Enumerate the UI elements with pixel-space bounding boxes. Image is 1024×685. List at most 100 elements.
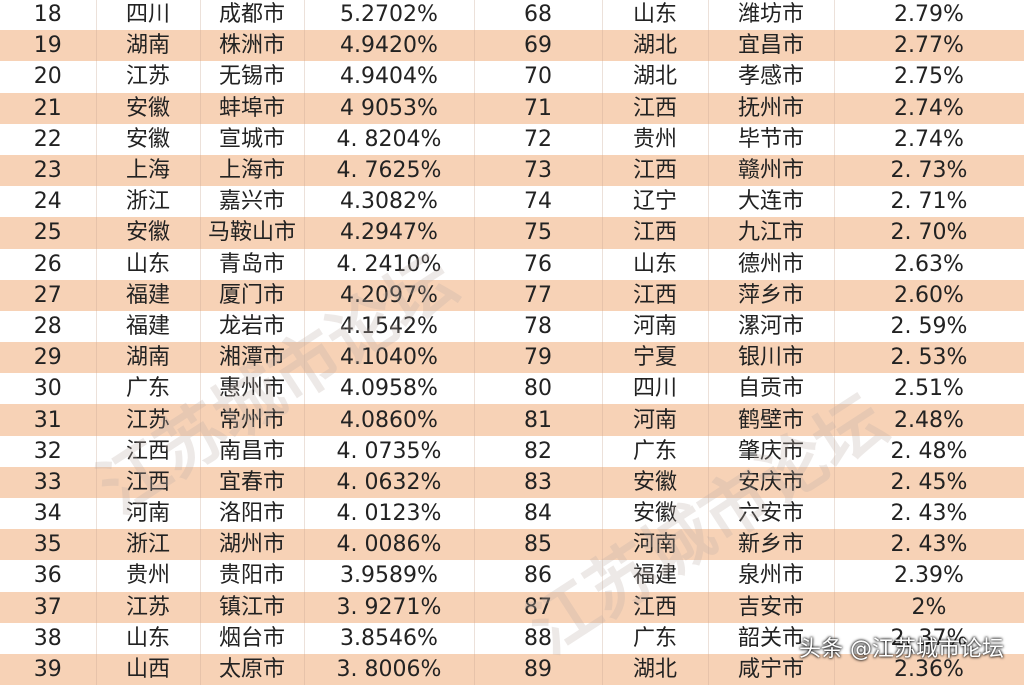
table-cell: 2. 37%: [834, 622, 1024, 654]
table-cell: 安徽: [96, 123, 201, 155]
table-cell: 89: [474, 653, 603, 685]
table-cell: 嘉兴市: [200, 186, 305, 218]
table-cell: 河南: [602, 310, 709, 343]
table-row: 23 上海 上海市 4. 7625% 73 江西 赣州市 2. 73%: [0, 154, 1024, 187]
table-cell: 4 9053%: [304, 92, 475, 124]
table-cell: 福建: [602, 560, 709, 592]
table-cell: 28: [0, 310, 97, 343]
table-cell: 82: [474, 435, 603, 467]
table-cell: 成都市: [200, 0, 305, 31]
table-cell: 宜春市: [200, 466, 305, 498]
table-cell: 2.48%: [834, 404, 1024, 436]
table-cell: 2%: [834, 591, 1024, 623]
table-cell: 泉州市: [708, 560, 835, 592]
table-cell: 广东: [96, 373, 201, 405]
table-cell: 4.3082%: [304, 186, 475, 218]
table-cell: 上海: [96, 154, 201, 187]
table-cell: 江西: [602, 279, 709, 311]
table-cell: 75: [474, 217, 603, 249]
table-row: 28 福建 龙岩市 4.1542% 78 河南 漯河市 2. 59%: [0, 310, 1024, 343]
table-cell: 潍坊市: [708, 0, 835, 31]
table-cell: 贵阳市: [200, 560, 305, 592]
table-cell: 安徽: [602, 498, 709, 530]
table-cell: 3.9589%: [304, 560, 475, 592]
table-cell: 江西: [602, 217, 709, 249]
table-cell: 江苏: [96, 404, 201, 436]
table-cell: 湘潭市: [200, 342, 305, 374]
table-cell: 4.1542%: [304, 310, 475, 343]
table-cell: 湖北: [602, 653, 709, 685]
table-row: 22 安徽 宣城市 4. 8204% 72 贵州 毕节市 2.74%: [0, 123, 1024, 155]
table-cell: 马鞍山市: [200, 217, 305, 249]
table-cell: 韶关市: [708, 622, 835, 654]
table-cell: 厦门市: [200, 279, 305, 311]
table-cell: 24: [0, 186, 97, 218]
table-cell: 2. 59%: [834, 310, 1024, 343]
table-cell: 83: [474, 466, 603, 498]
table-cell: 19: [0, 30, 97, 62]
table-cell: 69: [474, 30, 603, 62]
table-cell: 山东: [96, 622, 201, 654]
table-cell: 4. 0086%: [304, 529, 475, 561]
table-cell: 74: [474, 186, 603, 218]
table-cell: 18: [0, 0, 97, 31]
table-cell: 福建: [96, 310, 201, 343]
table-cell: 山西: [96, 653, 201, 685]
table-cell: 江西: [96, 435, 201, 467]
table-cell: 青岛市: [200, 248, 305, 280]
table-cell: 3. 8006%: [304, 653, 475, 685]
table-cell: 25: [0, 217, 97, 249]
table-cell: 81: [474, 404, 603, 436]
table-cell: 江西: [96, 466, 201, 498]
table-cell: 30: [0, 373, 97, 405]
table-cell: 78: [474, 310, 603, 343]
table-cell: 87: [474, 591, 603, 623]
table-row: 37 江苏 镇江市 3. 9271% 87 江西 吉安市 2%: [0, 591, 1024, 623]
table-cell: 广东: [602, 435, 709, 467]
table-cell: 76: [474, 248, 603, 280]
table-cell: 4. 0735%: [304, 435, 475, 467]
table-cell: 32: [0, 435, 97, 467]
table-row: 32 江西 南昌市 4. 0735% 82 广东 肇庆市 2. 48%: [0, 435, 1024, 467]
table-row: 34 河南 洛阳市 4. 0123% 84 安徽 六安市 2. 43%: [0, 498, 1024, 530]
table-cell: 漯河市: [708, 310, 835, 343]
table-cell: 5.2702%: [304, 0, 475, 31]
table-cell: 2.75%: [834, 61, 1024, 93]
table-cell: 山东: [602, 248, 709, 280]
table-cell: 4.9420%: [304, 30, 475, 62]
table-cell: 68: [474, 0, 603, 31]
table-cell: 江西: [602, 154, 709, 187]
table-cell: 2. 43%: [834, 529, 1024, 561]
table-cell: 4. 7625%: [304, 154, 475, 187]
table-cell: 湖南: [96, 342, 201, 374]
table-cell: 4.1040%: [304, 342, 475, 374]
table-cell: 2.60%: [834, 279, 1024, 311]
table-cell: 72: [474, 123, 603, 155]
table-cell: 20: [0, 61, 97, 93]
table-cell: 2. 43%: [834, 498, 1024, 530]
table-cell: 河南: [96, 498, 201, 530]
table-cell: 4.2097%: [304, 279, 475, 311]
table-cell: 4.0958%: [304, 373, 475, 405]
table-cell: 4. 8204%: [304, 123, 475, 155]
table-row: 38 山东 烟台市 3.8546% 88 广东 韶关市 2. 37%: [0, 622, 1024, 654]
table-row: 30 广东 惠州市 4.0958% 80 四川 自贡市 2.51%: [0, 373, 1024, 405]
table-cell: 27: [0, 279, 97, 311]
table-cell: 新乡市: [708, 529, 835, 561]
table-cell: 2. 48%: [834, 435, 1024, 467]
table-row: 27 福建 厦门市 4.2097% 77 江西 萍乡市 2.60%: [0, 279, 1024, 311]
table-cell: 79: [474, 342, 603, 374]
table-cell: 肇庆市: [708, 435, 835, 467]
table-cell: 23: [0, 154, 97, 187]
table-cell: 39: [0, 653, 97, 685]
table-cell: 4.2947%: [304, 217, 475, 249]
table-cell: 77: [474, 279, 603, 311]
table-cell: 四川: [602, 373, 709, 405]
table-cell: 2.63%: [834, 248, 1024, 280]
table-cell: 浙江: [96, 186, 201, 218]
table-cell: 浙江: [96, 529, 201, 561]
table-cell: 咸宁市: [708, 653, 835, 685]
